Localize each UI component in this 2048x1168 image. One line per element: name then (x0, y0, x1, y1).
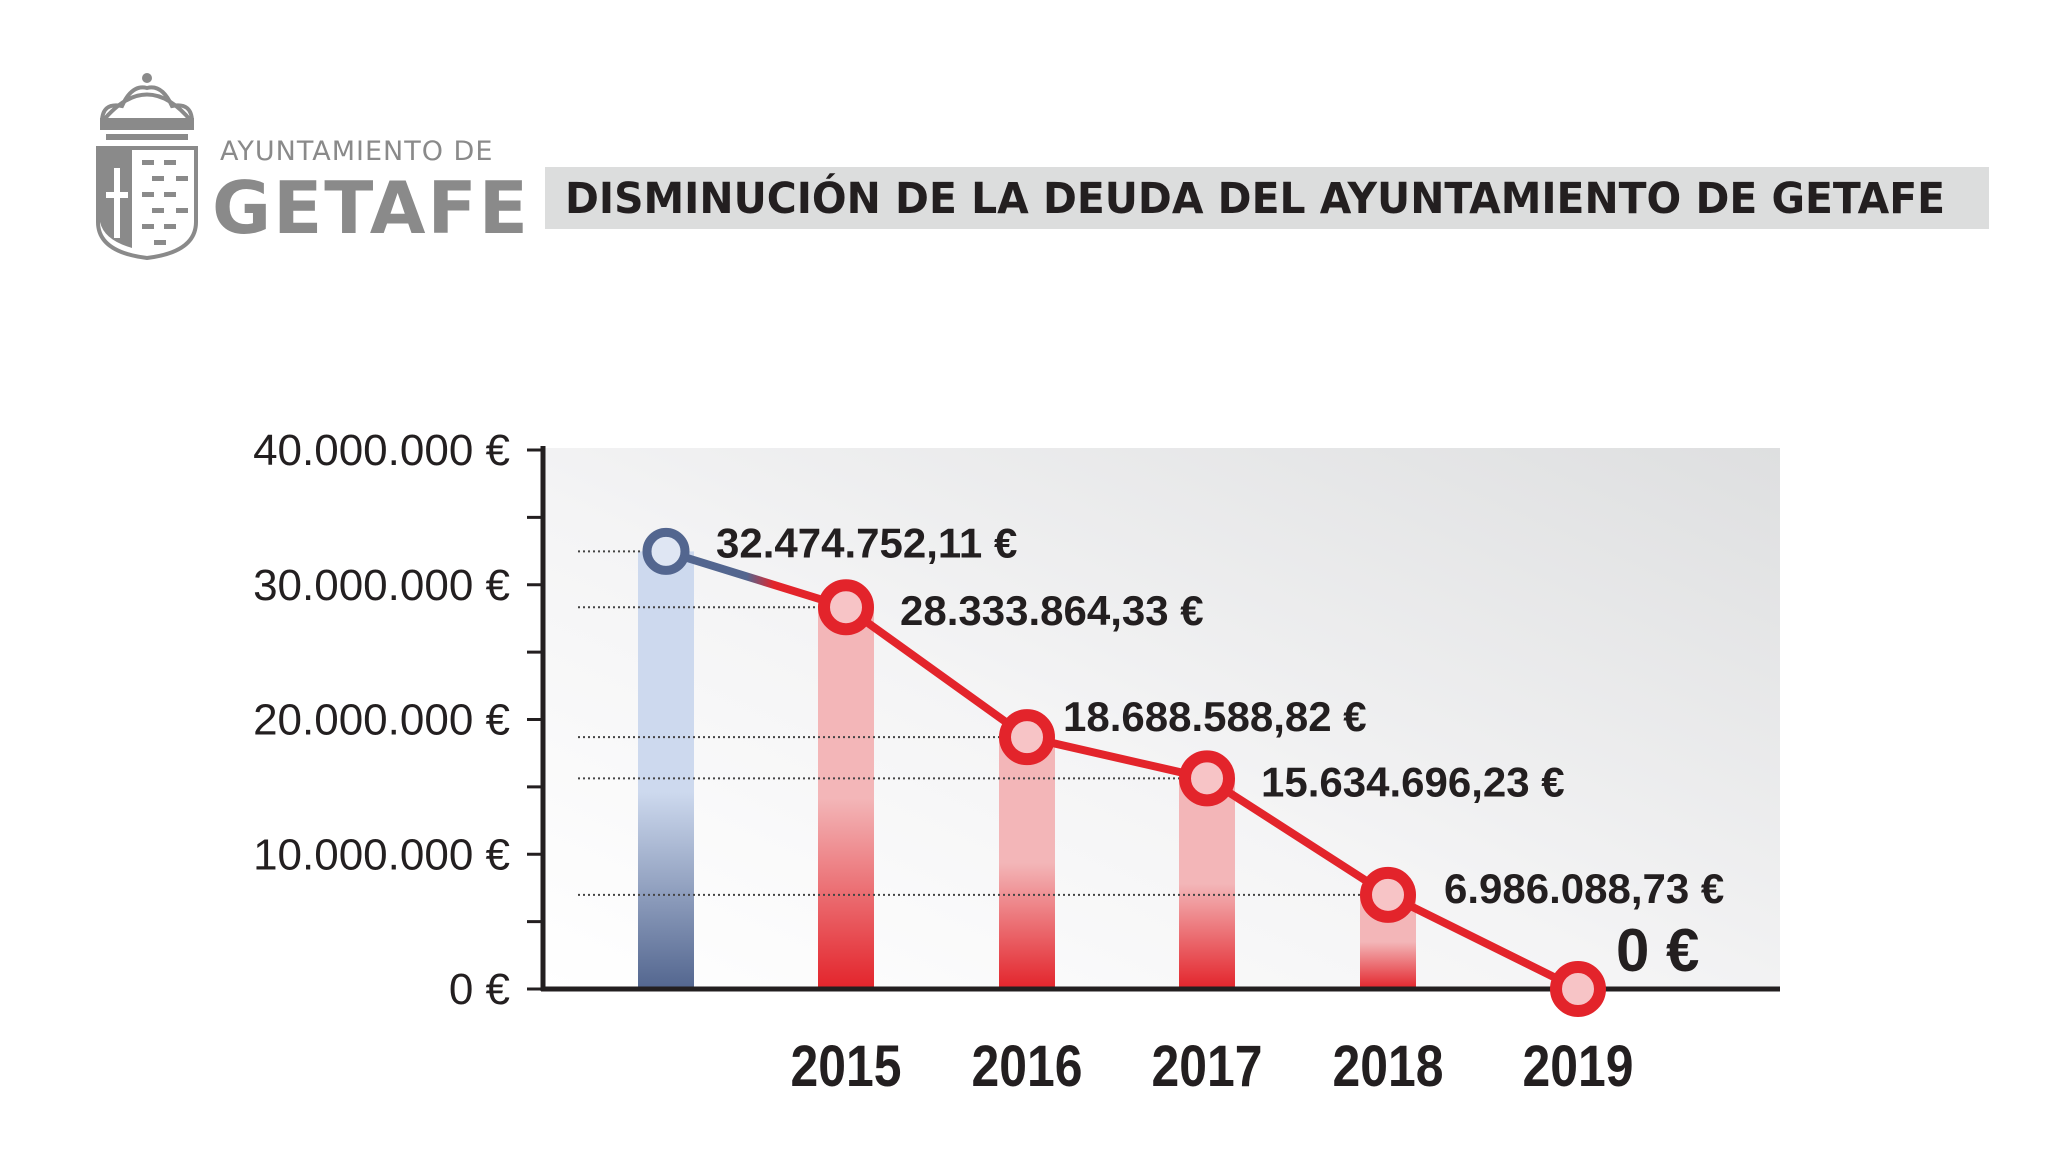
line-segment (842, 603, 1031, 742)
data-point-2019 (1550, 961, 1606, 1017)
x-tick-label: 2015 (791, 1035, 902, 1099)
data-point-2015 (818, 579, 874, 636)
getafe-logo: AYUNTAMIENTO DE GETAFE (92, 72, 528, 262)
value-label: 28.333.864,33 € (900, 587, 1204, 634)
plot-background (543, 448, 1780, 989)
line-segment (662, 547, 850, 612)
y-tick-label: 0 € (449, 965, 510, 1014)
bar-2016 (999, 737, 1055, 989)
y-tick-label: 20.000.000 € (253, 696, 510, 745)
bar-2015 (818, 607, 874, 989)
data-point-2017 (1179, 750, 1235, 807)
line-segment (1384, 890, 1582, 993)
value-label: 15.634.696,23 € (1261, 758, 1565, 805)
y-tick-label: 10.000.000 € (253, 830, 510, 879)
line-segment (1023, 733, 1211, 783)
value-label: 32.474.752,11 € (716, 519, 1017, 566)
chart-title: DISMINUCIÓN DE LA DEUDA DEL AYUNTAMIENTO… (565, 174, 1946, 224)
y-tick-label: 30.000.000 € (253, 561, 510, 610)
data-point-2016 (999, 709, 1055, 766)
title-banner: DISMINUCIÓN DE LA DEUDA DEL AYUNTAMIENTO… (545, 167, 1989, 229)
org-name-line1: AYUNTAMIENTO DE (220, 136, 494, 167)
coat-of-arms-icon (96, 73, 198, 261)
x-tick-label: 2018 (1333, 1035, 1444, 1099)
bar-2017 (1179, 778, 1235, 989)
x-tick-label: 2019 (1523, 1035, 1634, 1099)
x-tick-label: 2016 (972, 1035, 1083, 1099)
value-label: 18.688.588,82 € (1063, 693, 1367, 740)
y-tick-label: 40.000.000 € (253, 426, 510, 475)
data-point-2018 (1360, 866, 1416, 923)
data-point-first (642, 527, 690, 575)
x-tick-label: 2017 (1152, 1035, 1263, 1099)
value-label: 6.986.088,73 € (1444, 865, 1724, 912)
value-label: 0 € (1616, 917, 1699, 984)
line-segment (1203, 774, 1392, 899)
bar-first (638, 551, 694, 989)
org-name-line2: GETAFE (212, 166, 530, 250)
